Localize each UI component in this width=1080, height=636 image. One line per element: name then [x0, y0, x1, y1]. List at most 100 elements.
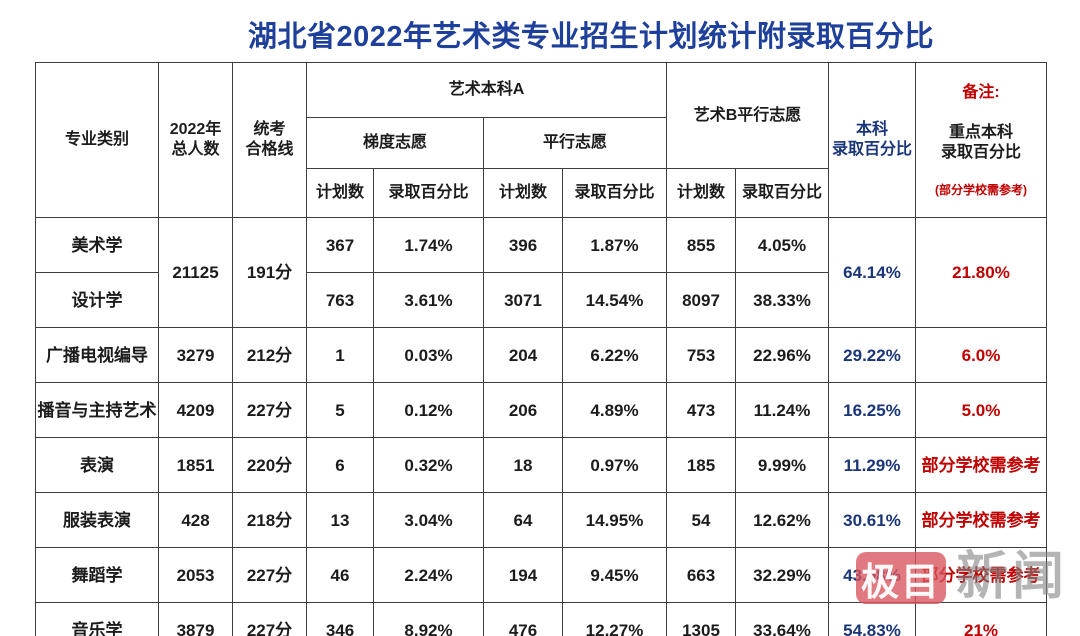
cell-a-par-pct: 1.87% [562, 217, 667, 274]
cell-major: 音乐学 [35, 602, 159, 636]
cell-a-par-plan: 64 [483, 492, 563, 549]
table-row-dance: 舞蹈学 2053 227分 46 2.24% 194 9.45% 663 32.… [35, 547, 1047, 604]
cell-a-grad-plan: 13 [306, 492, 374, 549]
cell-note: 6.0% [915, 327, 1047, 384]
cell-a-par-plan: 476 [483, 602, 563, 636]
cell-b-pct: 22.96% [735, 327, 829, 384]
cell-pass-line: 227分 [232, 602, 307, 636]
cell-a-grad-plan: 1 [306, 327, 374, 384]
cell-pass-line: 212分 [232, 327, 307, 384]
header-note-sub: (部分学校需参考) [935, 183, 1027, 197]
cell-a-par-plan: 396 [483, 217, 563, 274]
header-pct-b: 录取百分比 [735, 168, 829, 219]
cell-b-plan: 54 [666, 492, 736, 549]
cell-a-par-plan: 204 [483, 327, 563, 384]
cell-note: 部分学校需参考 [915, 492, 1047, 549]
cell-pass-line: 220分 [232, 437, 307, 494]
cell-a-par-plan: 3071 [483, 272, 563, 329]
cell-undergrad-pct: 16.25% [828, 382, 916, 439]
cell-undergrad-pct: 43.98% [828, 547, 916, 604]
cell-pass-line: 227分 [232, 382, 307, 439]
cell-a-par-pct: 0.97% [562, 437, 667, 494]
cell-b-plan: 753 [666, 327, 736, 384]
cell-a-grad-pct: 0.32% [373, 437, 484, 494]
cell-a-par-plan: 18 [483, 437, 563, 494]
header-note-label: 备注: [962, 84, 1000, 101]
header-major: 专业类别 [35, 61, 159, 219]
cell-undergrad-pct: 11.29% [828, 437, 916, 494]
header-group-a: 艺术本科A [306, 62, 667, 118]
cell-undergrad-pct: 29.22% [828, 327, 916, 384]
cell-a-grad-plan: 6 [306, 437, 374, 494]
header-undergrad-pct: 本科 录取百分比 [828, 61, 916, 219]
cell-a-grad-plan: 5 [306, 382, 374, 439]
cell-total: 4209 [158, 382, 233, 439]
cell-a-grad-plan: 346 [306, 602, 374, 636]
cell-pass-line: 191分 [232, 217, 307, 329]
cell-note: 部分学校需参考 [915, 547, 1047, 604]
cell-total: 428 [158, 492, 233, 549]
cell-b-pct: 38.33% [735, 272, 829, 329]
header-plan-a-grad: 计划数 [306, 168, 374, 219]
cell-b-pct: 32.29% [735, 547, 829, 604]
stats-table: 专业类别 2022年 总人数 统考 合格线 艺术本科A 艺术B平行志愿 本科 录… [35, 61, 1047, 636]
cell-a-par-pct: 6.22% [562, 327, 667, 384]
cell-undergrad-pct: 54.83% [828, 602, 916, 636]
page-title: 湖北省2022年艺术类专业招生计划统计附录取百分比 [247, 21, 934, 53]
table-row-design: 设计学 763 3.61% 3071 14.54% 8097 38.33% [35, 272, 1047, 329]
cell-undergrad-pct: 64.14% [828, 217, 916, 329]
cell-a-grad-pct: 1.74% [373, 217, 484, 274]
table-row-hosting: 播音与主持艺术 4209 227分 5 0.12% 206 4.89% 473 … [35, 382, 1047, 439]
cell-major: 舞蹈学 [35, 547, 159, 604]
header-row-1: 专业类别 2022年 总人数 统考 合格线 艺术本科A 艺术B平行志愿 本科 录… [35, 61, 1047, 219]
header-pass-line: 统考 合格线 [232, 61, 307, 219]
cell-major: 美术学 [35, 217, 159, 274]
header-note: 备注: 重点本科 录取百分比 (部分学校需参考) [915, 61, 1047, 219]
cell-major: 广播电视编导 [35, 327, 159, 384]
cell-note: 21% [915, 602, 1047, 636]
cell-a-par-plan: 206 [483, 382, 563, 439]
cell-note: 21.80% [915, 217, 1047, 329]
table-row-fashion-performance: 服装表演 428 218分 13 3.04% 64 14.95% 54 12.6… [35, 492, 1047, 549]
cell-total: 21125 [158, 217, 233, 329]
header-row-2: 梯度志愿 平行志愿 [36, 116, 1047, 170]
cell-major: 表演 [35, 437, 159, 494]
cell-a-grad-pct: 3.61% [373, 272, 484, 329]
header-group-b: 艺术B平行志愿 [666, 61, 829, 170]
cell-a-grad-plan: 367 [306, 217, 374, 274]
cell-a-par-pct: 4.89% [562, 382, 667, 439]
cell-a-grad-pct: 0.12% [373, 382, 484, 439]
header-plan-b: 计划数 [666, 168, 736, 219]
cell-b-pct: 33.64% [735, 602, 829, 636]
table-row-music: 音乐学 3879 227分 346 8.92% 476 12.27% 1305 … [35, 602, 1047, 636]
cell-b-plan: 8097 [666, 272, 736, 329]
header-total: 2022年 总人数 [158, 61, 233, 219]
cell-a-par-pct: 9.45% [562, 547, 667, 604]
cell-total: 1851 [158, 437, 233, 494]
cell-b-plan: 663 [666, 547, 736, 604]
header-parallel: 平行志愿 [483, 116, 667, 170]
cell-a-grad-plan: 763 [306, 272, 374, 329]
header-gradient: 梯度志愿 [306, 116, 484, 170]
cell-b-plan: 473 [666, 382, 736, 439]
header-row-3: 计划数 录取百分比 计划数 录取百分比 计划数 录取百分比 [36, 168, 1047, 219]
cell-b-pct: 11.24% [735, 382, 829, 439]
cell-a-par-pct: 12.27% [562, 602, 667, 636]
cell-a-grad-pct: 3.04% [373, 492, 484, 549]
header-pct-a-par: 录取百分比 [562, 168, 667, 219]
cell-b-pct: 9.99% [735, 437, 829, 494]
cell-a-par-pct: 14.54% [562, 272, 667, 329]
cell-total: 2053 [158, 547, 233, 604]
cell-undergrad-pct: 30.61% [828, 492, 916, 549]
header-note-main: 重点本科 录取百分比 [940, 124, 1021, 161]
cell-b-plan: 185 [666, 437, 736, 494]
table-row-broadcasting: 广播电视编导 3279 212分 1 0.03% 204 6.22% 753 2… [35, 327, 1047, 384]
cell-note: 部分学校需参考 [915, 437, 1047, 494]
table-row-performance: 表演 1851 220分 6 0.32% 18 0.97% 185 9.99% … [35, 437, 1047, 494]
cell-pass-line: 227分 [232, 547, 307, 604]
cell-total: 3879 [158, 602, 233, 636]
cell-b-plan: 1305 [666, 602, 736, 636]
cell-a-par-plan: 194 [483, 547, 563, 604]
cell-note: 5.0% [915, 382, 1047, 439]
